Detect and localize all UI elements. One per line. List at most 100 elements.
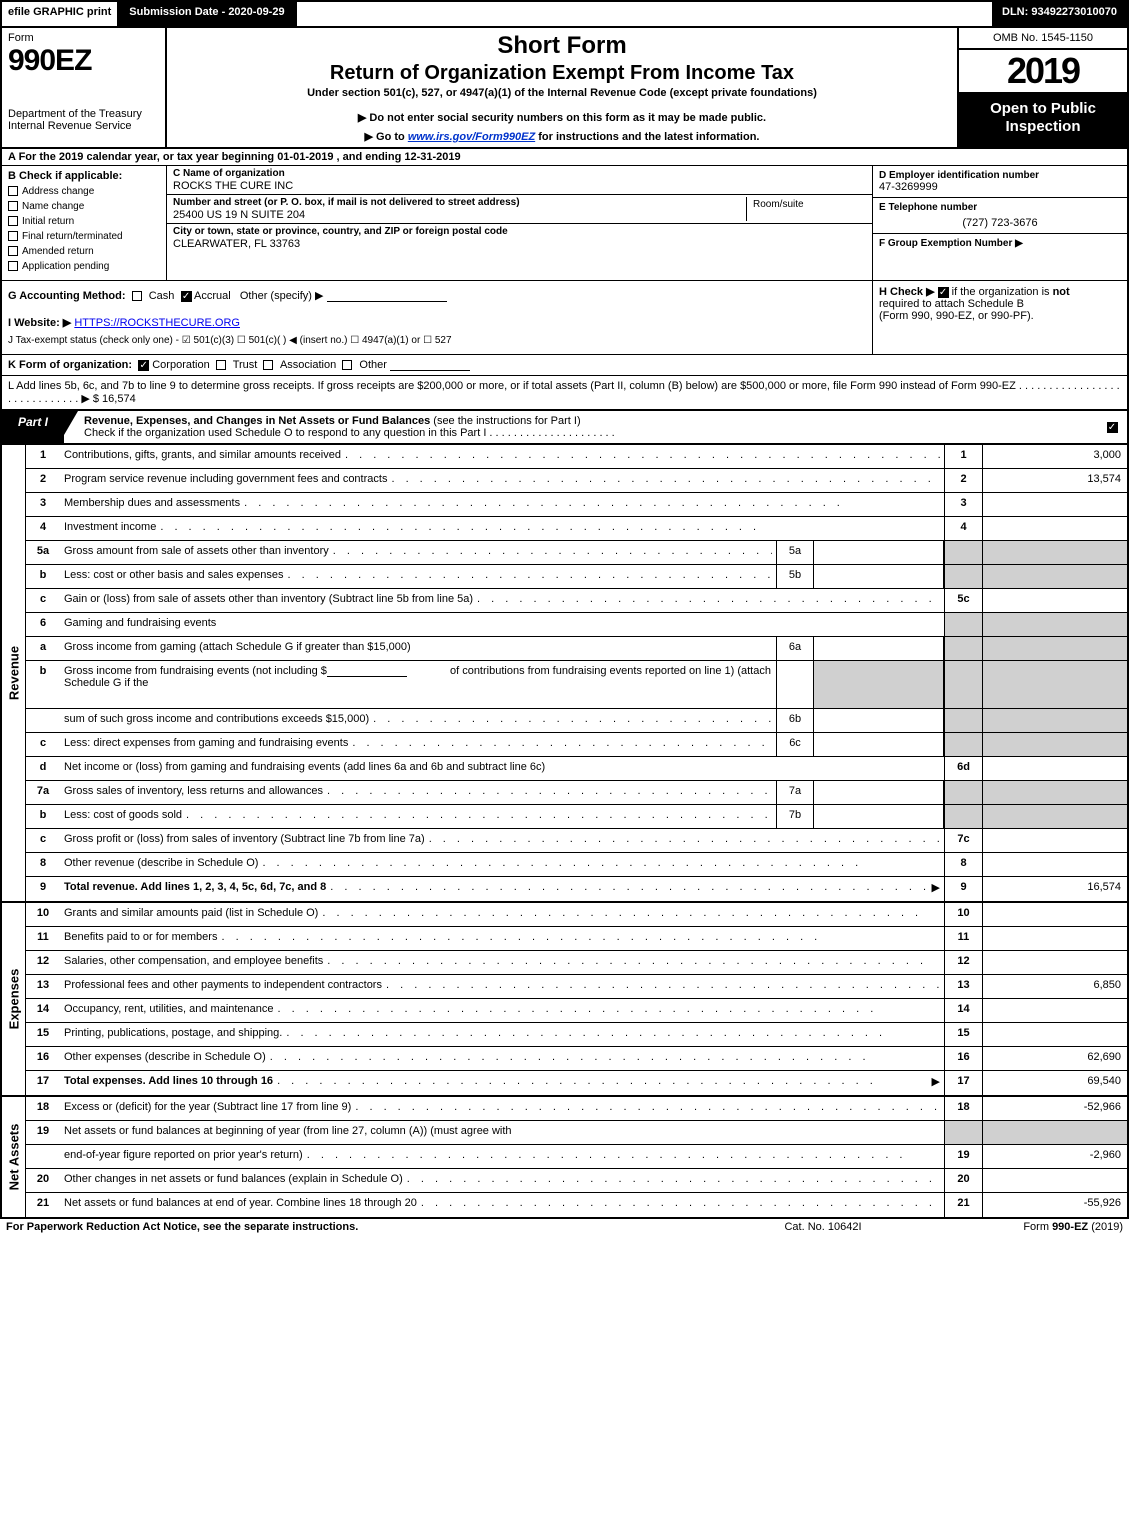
line-5b: b Less: cost or other basis and sales ex…	[26, 565, 1127, 589]
checkbox-icon[interactable]	[216, 360, 226, 370]
chk-amended-return[interactable]: Amended return	[8, 246, 160, 257]
city-label: City or town, state or province, country…	[173, 226, 866, 237]
row-a-tax-year: A For the 2019 calendar year, or tax yea…	[0, 149, 1129, 166]
val-6b	[814, 709, 944, 732]
row-l-gross-receipts: L Add lines 5b, 6c, and 7b to line 9 to …	[0, 376, 1129, 409]
checkbox-icon[interactable]	[263, 360, 273, 370]
part1-title-rest: (see the instructions for Part I)	[430, 415, 580, 427]
col-d-ein-phone: D Employer identification number 47-3269…	[872, 166, 1127, 280]
h-label: H Check ▶	[879, 286, 935, 298]
col-b-checkboxes: B Check if applicable: Address change Na…	[2, 166, 167, 280]
open-inspection: Open to Public Inspection	[959, 94, 1127, 147]
under-section: Under section 501(c), 527, or 4947(a)(1)…	[177, 87, 947, 99]
line-7c: c Gross profit or (loss) from sales of i…	[26, 829, 1127, 853]
line-21: 21 Net assets or fund balances at end of…	[26, 1193, 1127, 1217]
line-6: 6 Gaming and fundraising events	[26, 613, 1127, 637]
col-c-org-info: C Name of organization ROCKS THE CURE IN…	[167, 166, 872, 280]
goto-line: ▶ Go to www.irs.gov/Form990EZ for instru…	[177, 130, 947, 143]
header-center: Short Form Return of Organization Exempt…	[167, 28, 957, 147]
netassets-lines: 18 Excess or (deficit) for the year (Sub…	[26, 1097, 1127, 1217]
topbar-spacer	[297, 2, 992, 26]
g-cash: Cash	[149, 290, 175, 302]
line-5a: 5a Gross amount from sale of assets othe…	[26, 541, 1127, 565]
phone-value: (727) 723-3676	[879, 213, 1121, 229]
col-g-accounting: G Accounting Method: Cash ✓ Accrual Othe…	[2, 281, 872, 354]
checkbox-icon	[8, 216, 18, 226]
chk-address-change[interactable]: Address change	[8, 186, 160, 197]
k-other-blank[interactable]	[390, 359, 470, 371]
dln-label: DLN: 93492273010070	[992, 2, 1127, 26]
k-corp: Corporation	[152, 359, 209, 371]
checkbox-checked-icon[interactable]: ✓	[181, 291, 192, 302]
header-right: OMB No. 1545-1150 2019 Open to Public In…	[957, 28, 1127, 147]
header-left: Form 990EZ Department of the Treasury In…	[2, 28, 167, 147]
line-16: 16 Other expenses (describe in Schedule …	[26, 1047, 1127, 1071]
website-link[interactable]: HTTPS://ROCKSTHECURE.ORG	[74, 317, 240, 329]
ein-row: D Employer identification number 47-3269…	[873, 166, 1127, 198]
line-7b: b Less: cost of goods sold. . . . . . . …	[26, 805, 1127, 829]
side-expenses: Expenses	[2, 903, 26, 1095]
k-label: K Form of organization:	[8, 359, 132, 371]
line-18: 18 Excess or (deficit) for the year (Sub…	[26, 1097, 1127, 1121]
col-h-schedule-b: H Check ▶ ✓ if the organization is not r…	[872, 281, 1127, 354]
chk-initial-return[interactable]: Initial return	[8, 216, 160, 227]
efile-label[interactable]: efile GRAPHIC print	[2, 2, 119, 26]
goto-link[interactable]: www.irs.gov/Form990EZ	[408, 131, 535, 143]
revenue-lines: 1 Contributions, gifts, grants, and simi…	[26, 445, 1127, 901]
l-amount: $ 16,574	[93, 393, 136, 405]
expenses-lines: 10 Grants and similar amounts paid (list…	[26, 903, 1127, 1095]
org-name-row: C Name of organization ROCKS THE CURE IN…	[167, 166, 872, 195]
i-label: I Website: ▶	[8, 317, 71, 329]
line-20: 20 Other changes in net assets or fund b…	[26, 1169, 1127, 1193]
col-b-head: B Check if applicable:	[8, 170, 160, 182]
chk-application-pending[interactable]: Application pending	[8, 261, 160, 272]
part1-checkbox[interactable]: ✓	[1097, 411, 1127, 443]
k-trust: Trust	[233, 359, 258, 371]
val-7a	[814, 781, 944, 804]
top-bar: efile GRAPHIC print Submission Date - 20…	[0, 0, 1129, 28]
room-suite: Room/suite	[746, 197, 866, 221]
line-19-1: 19 Net assets or fund balances at beginn…	[26, 1121, 1127, 1145]
line-11: 11 Benefits paid to or for members. . . …	[26, 927, 1127, 951]
omb-number: OMB No. 1545-1150	[959, 28, 1127, 50]
line-17: 17 Total expenses. Add lines 10 through …	[26, 1071, 1127, 1095]
line-3: 3 Membership dues and assessments. . . .…	[26, 493, 1127, 517]
line-6a: a Gross income from gaming (attach Sched…	[26, 637, 1127, 661]
checkbox-icon[interactable]	[342, 360, 352, 370]
phone-label: E Telephone number	[879, 202, 1121, 213]
line-4: 4 Investment income. . . . . . . . . . .…	[26, 517, 1127, 541]
part1-tab: Part I	[2, 411, 64, 443]
g-other-blank[interactable]	[327, 290, 447, 302]
line-6c: c Less: direct expenses from gaming and …	[26, 733, 1127, 757]
tax-year: 2019	[959, 50, 1127, 94]
part1-header: Part I Revenue, Expenses, and Changes in…	[0, 409, 1129, 445]
street-row: Number and street (or P. O. box, if mail…	[167, 195, 872, 224]
checkbox-icon	[8, 246, 18, 256]
line-13: 13 Professional fees and other payments …	[26, 975, 1127, 999]
checkbox-checked-icon[interactable]: ✓	[138, 360, 149, 371]
form-number: 990EZ	[8, 44, 159, 78]
line-8: 8 Other revenue (describe in Schedule O)…	[26, 853, 1127, 877]
street-value: 25400 US 19 N SUITE 204	[173, 209, 746, 221]
section-bcd: B Check if applicable: Address change Na…	[0, 166, 1129, 281]
goto-pre: ▶ Go to	[365, 131, 408, 143]
submission-date: Submission Date - 2020-09-29	[119, 2, 296, 26]
val-5a	[814, 541, 944, 564]
checkbox-checked-icon[interactable]: ✓	[938, 287, 949, 298]
h-not: not	[1053, 286, 1070, 298]
h-text3: (Form 990, 990-EZ, or 990-PF).	[879, 310, 1034, 322]
blank-6b-amount[interactable]	[327, 665, 407, 677]
chk-final-return[interactable]: Final return/terminated	[8, 231, 160, 242]
checkbox-icon	[8, 186, 18, 196]
checkbox-icon[interactable]	[132, 291, 142, 301]
line-2: 2 Program service revenue including gove…	[26, 469, 1127, 493]
l-text: L Add lines 5b, 6c, and 7b to line 9 to …	[8, 380, 1120, 405]
goto-post: for instructions and the latest informat…	[535, 131, 759, 143]
form-header: Form 990EZ Department of the Treasury In…	[0, 28, 1129, 149]
org-name-label: C Name of organization	[173, 168, 866, 179]
footer-left: For Paperwork Reduction Act Notice, see …	[6, 1221, 723, 1233]
chk-name-change[interactable]: Name change	[8, 201, 160, 212]
part1-title: Revenue, Expenses, and Changes in Net As…	[64, 411, 1097, 443]
city-value: CLEARWATER, FL 33763	[173, 238, 866, 250]
form-label: Form	[8, 32, 159, 44]
